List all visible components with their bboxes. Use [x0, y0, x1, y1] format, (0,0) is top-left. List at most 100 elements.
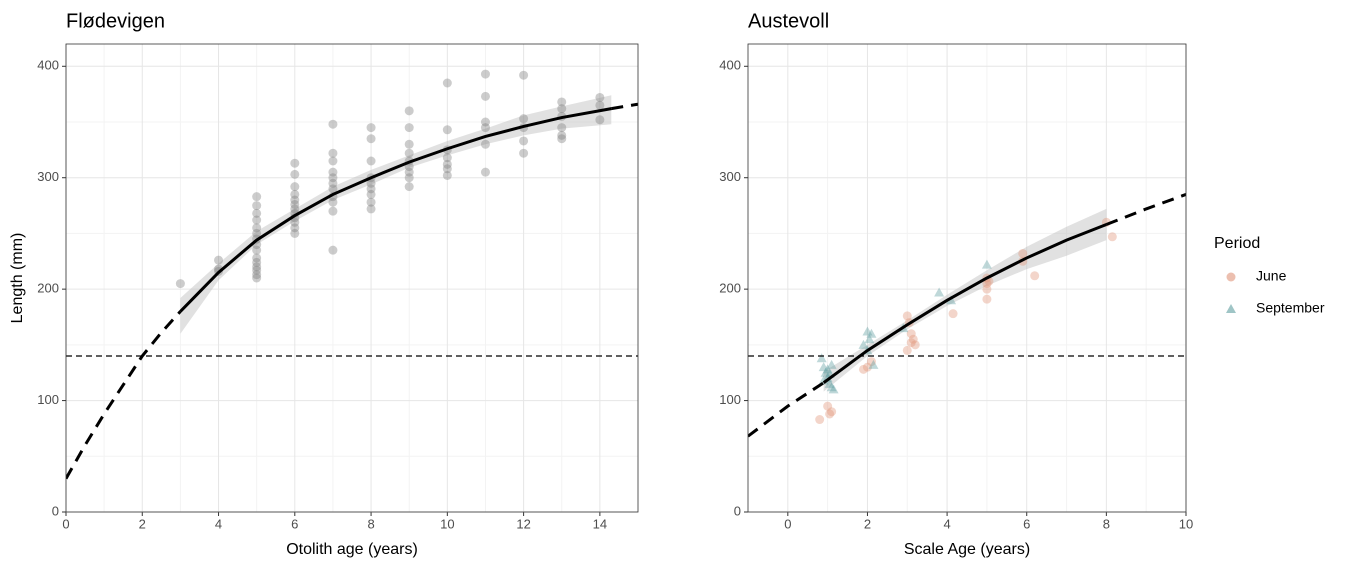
y-tick-label: 300: [37, 169, 59, 184]
plot-background: [748, 44, 1186, 512]
point: [328, 184, 338, 194]
point: [828, 384, 839, 394]
point: [404, 106, 414, 116]
x-tick-label: 4: [215, 516, 222, 531]
point: [1018, 248, 1028, 258]
x-tick-label: 14: [593, 516, 607, 531]
point: [328, 206, 338, 216]
legend-symbol: [1226, 272, 1236, 282]
point: [290, 158, 300, 168]
point: [948, 309, 958, 319]
plot-layer: [66, 69, 638, 480]
y-tick-label: 100: [37, 392, 59, 407]
point: [290, 195, 300, 205]
point: [252, 201, 262, 211]
point: [404, 123, 414, 133]
point: [982, 279, 992, 289]
point: [595, 100, 605, 110]
x-tick-label: 0: [784, 516, 791, 531]
point: [519, 148, 529, 158]
point: [252, 208, 262, 218]
point: [825, 409, 835, 419]
legend-label: September: [1256, 300, 1325, 316]
point: [328, 173, 338, 183]
point: [252, 223, 262, 233]
plot-layer: [748, 193, 1186, 438]
point: [404, 173, 414, 183]
point: [328, 167, 338, 177]
confidence-band: [180, 95, 612, 334]
y-tick-label: 400: [37, 58, 59, 73]
point: [442, 78, 452, 88]
point: [404, 182, 414, 192]
point: [902, 311, 912, 321]
point: [519, 136, 529, 146]
x-tick-label: 4: [943, 516, 950, 531]
point: [820, 367, 831, 377]
point: [366, 184, 376, 194]
point: [858, 339, 869, 349]
point: [826, 382, 837, 392]
point: [290, 189, 300, 199]
point: [252, 257, 262, 267]
point: [595, 92, 605, 102]
chart-title: Austevoll: [748, 10, 829, 32]
point: [480, 139, 490, 149]
point: [480, 91, 490, 101]
point: [366, 134, 376, 144]
fit-line: [822, 223, 1107, 384]
point: [982, 294, 992, 304]
point: [366, 197, 376, 207]
point: [906, 329, 916, 339]
y-tick-label: 0: [52, 503, 59, 518]
point: [404, 139, 414, 149]
x-tick-label: 2: [139, 516, 146, 531]
plot-border: [747, 43, 1187, 513]
point: [982, 284, 992, 294]
point: [902, 345, 912, 355]
point: [290, 228, 300, 238]
x-tick-label: 6: [1023, 516, 1030, 531]
point: [404, 167, 414, 177]
point: [442, 170, 452, 180]
x-tick-label: 0: [62, 516, 69, 531]
point: [252, 228, 262, 238]
x-tick-label: 8: [1103, 516, 1110, 531]
fit-line: [611, 102, 638, 111]
point: [934, 287, 945, 297]
plot-border: [65, 43, 639, 513]
point: [480, 167, 490, 177]
point: [442, 164, 452, 174]
point: [175, 279, 185, 289]
point: [442, 153, 452, 163]
point: [366, 156, 376, 166]
point: [862, 326, 873, 336]
point: [366, 204, 376, 214]
point: [981, 259, 992, 269]
chart-title: Flødevigen: [66, 10, 165, 32]
point: [818, 362, 829, 372]
point: [290, 199, 300, 209]
point: [868, 359, 879, 369]
point: [290, 182, 300, 192]
point: [1030, 271, 1040, 281]
x-tick-label: 8: [367, 516, 374, 531]
fit-line: [179, 107, 612, 313]
point: [908, 334, 918, 344]
point: [827, 407, 837, 417]
x-axis-label: Scale Age (years): [904, 541, 1030, 558]
point: [252, 215, 262, 225]
x-tick-label: 2: [864, 516, 871, 531]
point: [442, 125, 452, 135]
point: [824, 378, 835, 388]
point: [366, 123, 376, 133]
fit-line: [748, 381, 825, 438]
point: [252, 245, 262, 255]
y-tick-label: 100: [719, 392, 741, 407]
point: [252, 253, 262, 263]
point: [906, 338, 916, 348]
point: [290, 223, 300, 233]
point: [404, 148, 414, 158]
point: [290, 204, 300, 214]
point: [252, 262, 262, 272]
